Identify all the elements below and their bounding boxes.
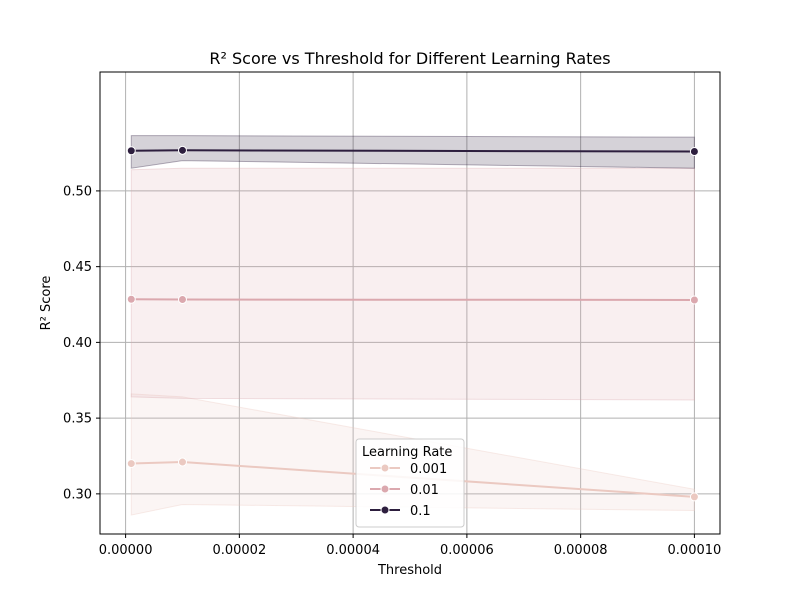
- x-axis-label: Threshold: [377, 563, 442, 578]
- x-tick-label-2: 0.00004: [326, 543, 380, 558]
- legend-title: Learning Rate: [362, 445, 452, 460]
- y-tick-label-3: 0.45: [63, 260, 92, 275]
- series-line-0.01: [131, 298, 695, 301]
- grid: [100, 72, 720, 534]
- x-tick-label-4: 0.00008: [554, 543, 608, 558]
- legend: Learning Rate 0.001 0.01 0.1: [355, 438, 465, 528]
- plot-frame: [99, 71, 721, 535]
- legend-marker-0.01: [380, 484, 390, 494]
- x-tick-label-5: 0.00010: [668, 543, 722, 558]
- legend-label-0.01: 0.01: [410, 483, 439, 498]
- axis-ticks: 0.00000 0.00002 0.00004 0.00006 0.00008 0.000…: [63, 184, 721, 558]
- x-tick-label-0: 0.00000: [99, 543, 153, 558]
- point-0.01-0: [126, 294, 136, 304]
- point-0.001-0: [126, 459, 136, 469]
- series-lines: [126, 145, 699, 502]
- legend-marker-0.1: [380, 505, 390, 515]
- point-0.001-2: [689, 492, 699, 502]
- y-axis-label: R² Score: [39, 276, 54, 331]
- series-line-0.1: [131, 149, 695, 153]
- y-tick-label-1: 0.35: [63, 412, 92, 427]
- legend-marker-0.001: [380, 463, 390, 473]
- legend-box: [355, 438, 465, 528]
- y-tick-label-0: 0.30: [63, 487, 92, 502]
- band-0.01: [130, 167, 695, 401]
- legend-label-0.1: 0.1: [410, 504, 431, 519]
- y-tick-label-4: 0.50: [63, 184, 92, 199]
- point-0.01-2: [689, 295, 699, 305]
- chart-title: R² Score vs Threshold for Different Lear…: [209, 49, 610, 68]
- point-0.1-1: [177, 145, 187, 155]
- point-0.01-1: [177, 295, 187, 305]
- legend-label-0.001: 0.001: [410, 462, 447, 477]
- band-0.1: [130, 135, 695, 169]
- y-tick-label-2: 0.40: [63, 336, 92, 351]
- point-0.1-2: [689, 147, 699, 157]
- point-0.1-0: [126, 146, 136, 156]
- point-0.001-1: [177, 457, 187, 467]
- x-tick-label-3: 0.00006: [440, 543, 494, 558]
- x-tick-label-1: 0.00002: [212, 543, 266, 558]
